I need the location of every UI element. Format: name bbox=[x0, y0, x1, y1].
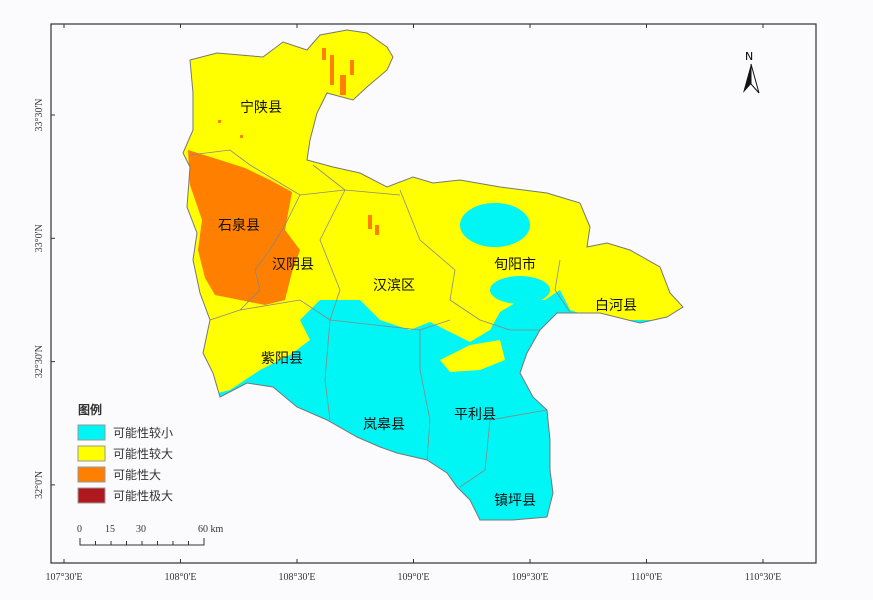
legend-swatch bbox=[77, 487, 106, 504]
lat-tick-label: 32°0'N bbox=[34, 471, 45, 499]
svg-text:30: 30 bbox=[136, 524, 146, 535]
svg-text:0: 0 bbox=[77, 524, 82, 535]
county-label: 石泉县 bbox=[218, 217, 260, 234]
lat-tick-label: 33°0'N bbox=[34, 224, 45, 252]
legend-label: 可能性较小 bbox=[113, 425, 173, 440]
zone-high bbox=[188, 150, 300, 305]
lon-tick-label: 110°30'E bbox=[745, 572, 782, 583]
zone-low-east bbox=[490, 276, 550, 304]
north-arrow-icon: N bbox=[743, 50, 760, 94]
map-frame bbox=[50, 23, 817, 564]
county-label: 宁陕县 bbox=[240, 99, 282, 116]
svg-text:60 km: 60 km bbox=[198, 524, 224, 535]
lon-tick-label: 109°30'E bbox=[512, 572, 549, 583]
legend-label: 可能性较大 bbox=[113, 446, 173, 461]
legend-title: 图例 bbox=[78, 402, 102, 417]
county-label: 岚皋县 bbox=[363, 417, 405, 433]
county-label: 镇坪县 bbox=[494, 493, 536, 509]
county-label: 平利县 bbox=[454, 407, 496, 423]
svg-text:N: N bbox=[745, 50, 753, 63]
lat-tick-label: 33°30'N bbox=[34, 98, 45, 131]
legend-label: 可能性极大 bbox=[113, 489, 173, 503]
legend-label: 可能性大 bbox=[113, 468, 161, 482]
county-label: 白河县 bbox=[595, 298, 637, 314]
legend-swatch bbox=[77, 466, 106, 483]
scale-bar: 0 15 30 60 km bbox=[77, 524, 224, 546]
zone-moderate-high-patch bbox=[440, 340, 505, 372]
zone-low-xunyang bbox=[460, 203, 530, 247]
zone-high-specks bbox=[218, 48, 379, 235]
county-label: 汉阴县 bbox=[272, 257, 314, 273]
county-label: 汉滨区 bbox=[373, 278, 415, 294]
svg-text:15: 15 bbox=[105, 524, 115, 535]
legend-swatch bbox=[77, 424, 106, 441]
county-boundaries bbox=[189, 149, 571, 488]
lon-tick-label: 110°0'E bbox=[631, 572, 663, 583]
lon-tick-label: 108°30'E bbox=[279, 572, 316, 583]
lon-tick-label: 109°0'E bbox=[398, 572, 430, 583]
county-label: 旬阳市 bbox=[494, 256, 536, 273]
lon-tick-label: 108°0'E bbox=[165, 572, 197, 583]
graticule-ticks: 107°30'E 108°0'E 108°30'E 109°0'E 109°30'E 11… bbox=[34, 24, 781, 583]
county-label: 紫阳县 bbox=[261, 351, 303, 367]
lon-tick-label: 107°30'E bbox=[46, 572, 83, 583]
lat-tick-label: 32°30'N bbox=[34, 345, 45, 378]
legend-swatch bbox=[77, 445, 106, 462]
